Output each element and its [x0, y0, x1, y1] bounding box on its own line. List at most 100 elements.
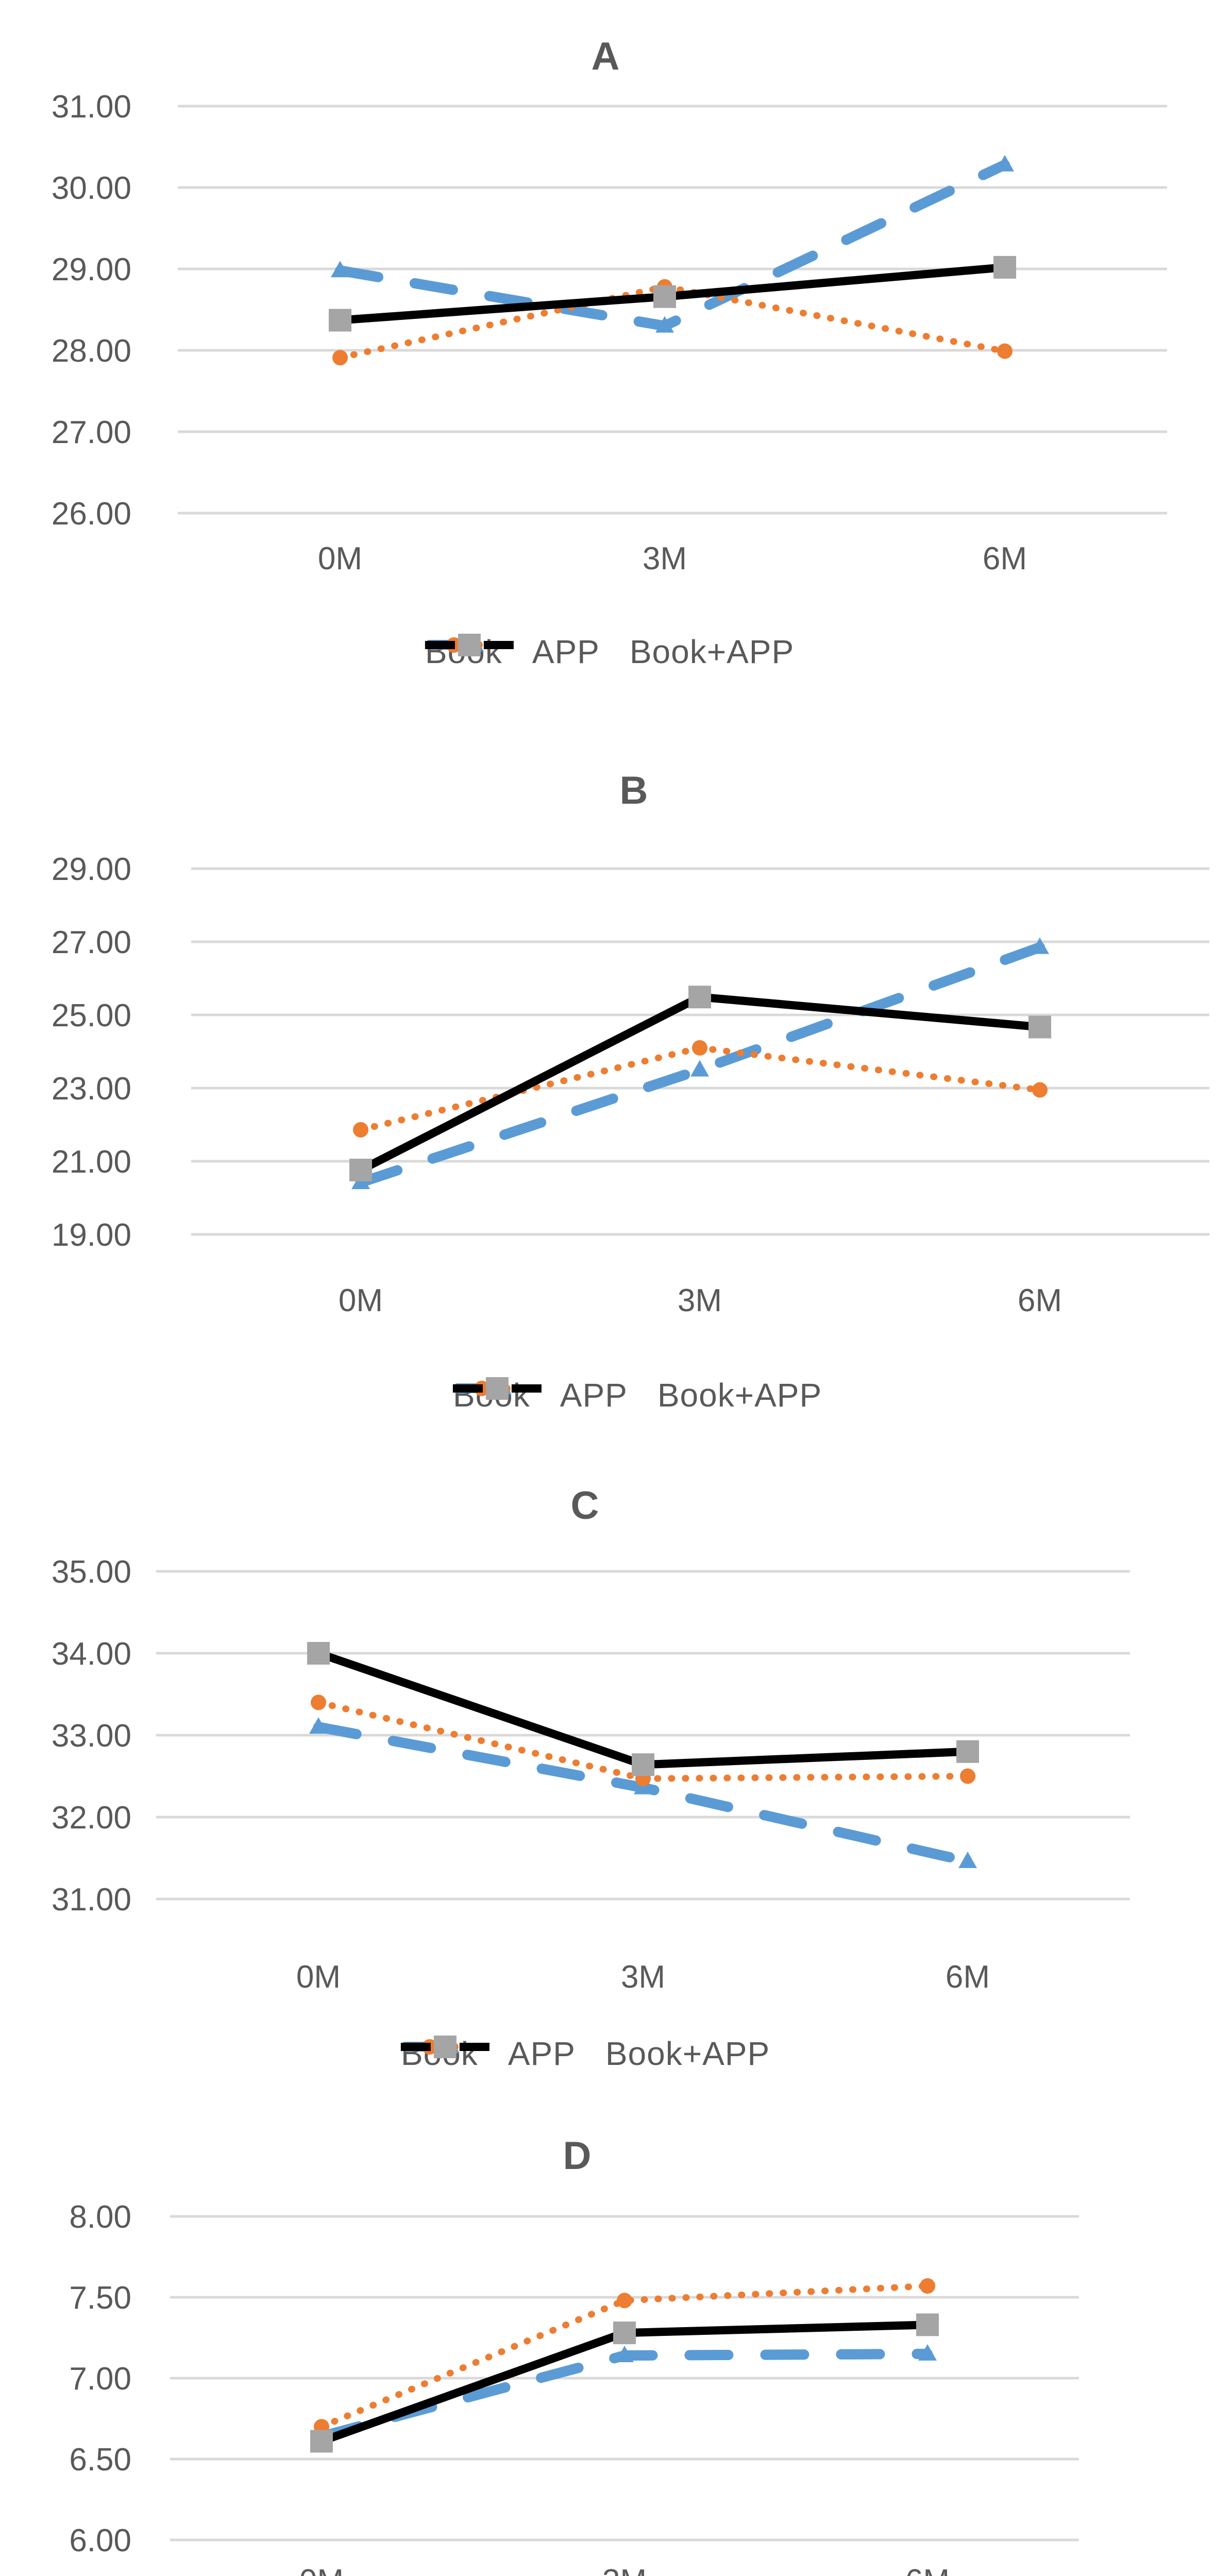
y-axis-tick-label: 7.00 — [69, 2361, 131, 2397]
x-axis-label: 6M — [1018, 1283, 1062, 1318]
marker-square-book-app — [653, 285, 676, 308]
legend-sample-book-app-icon — [400, 2036, 490, 2058]
y-axis-tick-label: 29.00 — [52, 252, 131, 287]
legend-dash — [452, 1384, 483, 1393]
marker-triangle-book — [1031, 937, 1049, 954]
marker-triangle-book — [615, 2346, 634, 2363]
marker-circle-app — [1032, 1082, 1048, 1098]
marker-square-book-app — [688, 986, 711, 1009]
marker-circle-app — [332, 350, 348, 366]
y-axis-tick-label: 7.50 — [69, 2280, 131, 2316]
legend-dash — [400, 2043, 431, 2051]
x-axis-label: 0M — [318, 541, 362, 577]
legend-label: Book+APP — [657, 1377, 822, 1414]
x-axis-label: 6M — [905, 2563, 950, 2576]
y-axis-tick-label: 32.00 — [52, 1800, 131, 1836]
y-axis-tick-label: 31.00 — [52, 1882, 131, 1918]
marker-square-book-app — [993, 256, 1016, 279]
legend-square-icon — [433, 2036, 457, 2058]
marker-circle-app — [960, 1768, 975, 1784]
x-axis-label: 0M — [296, 1959, 341, 1995]
marker-square-book-app — [632, 1753, 654, 1776]
legend: BookAPPBook+APP — [400, 2035, 770, 2073]
legend-label: Book+APP — [629, 633, 795, 670]
marker-square-book-app — [1028, 1015, 1051, 1039]
x-axis-label: 3M — [621, 1959, 665, 1995]
chart-d-plot: D 8.00 7.50 7.00 6.50 6.00 0M 3M 6M — [69, 2134, 1079, 2576]
marker-square-book-app — [349, 1159, 372, 1182]
x-axis-label: 3M — [602, 2563, 647, 2576]
marker-circle-app — [920, 2278, 935, 2294]
chart-a: A 31.00 30.00 29.00 28.00 27.00 26.00 0M 3M 6M Boo… — [0, 0, 1231, 685]
marker-square-book-app — [329, 309, 351, 332]
marker-triangle-book — [918, 2344, 937, 2361]
y-axis-tick-label: 35.00 — [52, 1554, 131, 1590]
chart-title: B — [620, 769, 648, 812]
series-line-book — [316, 2348, 933, 2442]
legend-item-book-app: Book+APP — [452, 1376, 822, 1414]
y-axis-tick-label: 31.00 — [52, 89, 131, 125]
chart-title: A — [592, 35, 620, 78]
marker-circle-app — [353, 1122, 368, 1138]
marker-square-book-app — [613, 2321, 636, 2345]
marker-square-book-app — [310, 2430, 333, 2453]
y-axis-tick-label: 23.00 — [52, 1071, 131, 1107]
y-axis-tick-label: 28.00 — [52, 333, 131, 369]
chart-a-plot: A 31.00 30.00 29.00 28.00 27.00 26.00 0M 3M 6M — [52, 35, 1167, 577]
y-axis-tick-label: 21.00 — [52, 1144, 131, 1180]
legend-label: APP — [560, 1377, 628, 1414]
marker-triangle-book — [690, 1060, 709, 1077]
y-axis-tick-label: 6.00 — [69, 2523, 131, 2558]
chart-b: B 29.00 27.00 25.00 23.00 21.00 19.00 0M 3M 6M Boo… — [0, 685, 1231, 1414]
y-axis-tick-label: 19.00 — [52, 1217, 131, 1253]
legend-square-icon — [458, 634, 481, 656]
y-axis-tick-label: 26.00 — [52, 496, 131, 532]
y-axis-tick-label: 25.00 — [52, 998, 131, 1033]
x-axis-label: 6M — [983, 541, 1027, 577]
marker-triangle-book — [655, 316, 674, 333]
legend-item-book-app: Book+APP — [425, 633, 795, 671]
y-axis-tick-label: 30.00 — [52, 171, 131, 206]
marker-square-book-app — [307, 1642, 330, 1665]
x-axis-label: 6M — [946, 1959, 990, 1995]
y-axis-tick-label: 34.00 — [52, 1636, 131, 1672]
legend-label: APP — [532, 633, 600, 670]
marker-square-book-app — [956, 1740, 979, 1763]
legend-dash — [511, 1384, 542, 1393]
legend-item-app: APP — [425, 633, 600, 671]
chart-title: D — [563, 2134, 592, 2178]
legend-square-icon — [485, 1377, 509, 1400]
legend-dash — [483, 641, 514, 649]
marker-circle-app — [311, 1694, 326, 1710]
x-axis-label: 3M — [678, 1283, 722, 1318]
marker-triangle-book — [331, 261, 349, 278]
legend-sample-book-app-icon — [425, 634, 514, 656]
y-axis-tick-label: 29.00 — [52, 852, 131, 887]
series-line-book — [356, 942, 1045, 1188]
legend-item-book-app: Book+APP — [400, 2035, 770, 2073]
legend-label: APP — [508, 2035, 576, 2072]
x-axis-label: 0M — [299, 2563, 344, 2576]
marker-triangle-book — [958, 1851, 977, 1868]
y-axis-tick-label: 33.00 — [52, 1718, 131, 1754]
chart-c-plot: C 35.00 34.00 33.00 32.00 31.00 0M 3M 6M — [52, 1484, 1130, 1995]
y-axis-tick-label: 27.00 — [52, 415, 131, 450]
legend-sample-book-app-icon — [452, 1377, 542, 1400]
series-line-app — [318, 2282, 931, 2430]
marker-circle-app — [997, 343, 1013, 359]
y-axis-tick-label: 27.00 — [52, 925, 131, 960]
legend-label: Book+APP — [605, 2035, 770, 2072]
legend: BookAPPBook+APP — [425, 633, 794, 671]
chart-c: C35.0034.0033.0032.0031.000M3M6MBookAPPB… — [0, 1406, 1231, 2072]
x-axis-label: 0M — [339, 1283, 383, 1318]
marker-triangle-book — [309, 1717, 328, 1734]
marker-square-book-app — [916, 2313, 939, 2336]
marker-triangle-book — [996, 155, 1014, 172]
chart-title: C — [571, 1484, 599, 1528]
y-axis-tick-label: 8.00 — [69, 2199, 131, 2235]
legend-dash — [425, 641, 455, 649]
chart-b-plot: B 29.00 27.00 25.00 23.00 21.00 19.00 0M 3M 6M — [52, 769, 1209, 1318]
chart-d: D8.007.507.006.506.000M3M6MBookAPPBook+A… — [0, 2061, 1231, 2576]
legend: BookAPPBook+APP — [452, 1376, 822, 1414]
